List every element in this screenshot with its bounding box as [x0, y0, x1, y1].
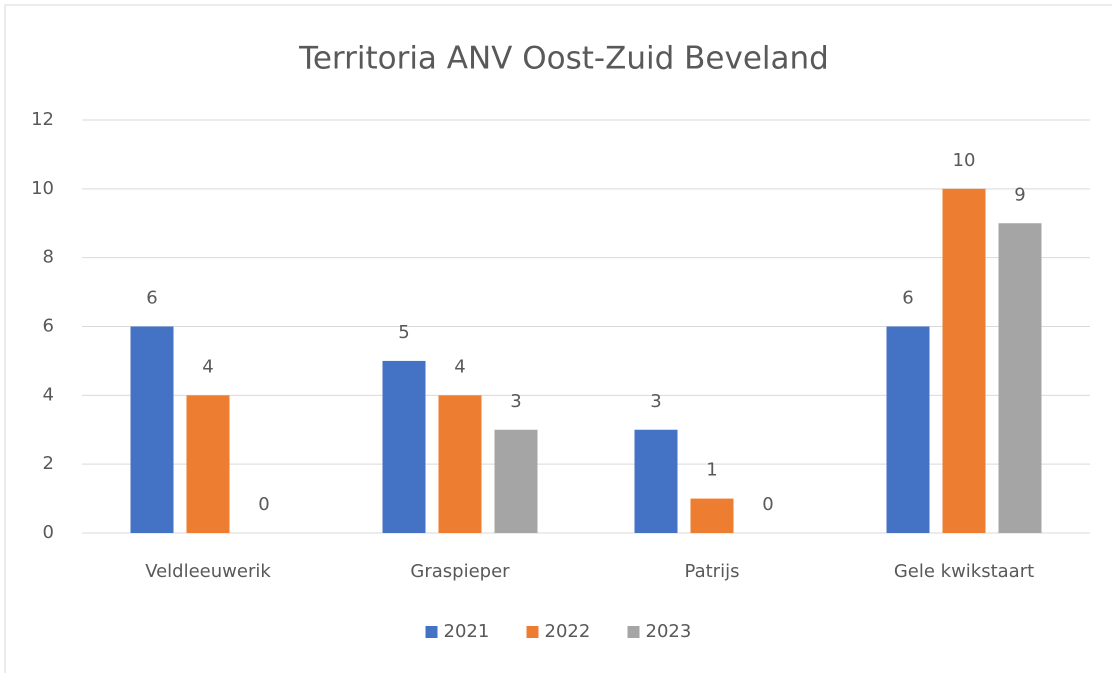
y-tick-label: 0 [43, 522, 54, 543]
bar [130, 326, 174, 533]
chart-title: Territoria ANV Oost-Zuid Beveland [298, 41, 829, 77]
legend-swatch [425, 626, 438, 638]
y-tick-label: 6 [43, 316, 54, 337]
y-tick-label: 10 [31, 178, 54, 199]
x-tick-label: Graspieper [410, 561, 510, 582]
bar [438, 395, 482, 533]
y-tick-label: 8 [43, 247, 54, 268]
data-label: 6 [902, 288, 913, 309]
bar [886, 326, 930, 533]
bar [494, 429, 538, 533]
x-tick-label: Gele kwikstaart [894, 561, 1034, 582]
bar [998, 223, 1042, 533]
x-tick-label: Patrijs [685, 561, 740, 582]
bar [634, 429, 678, 533]
y-tick-label: 2 [43, 453, 54, 474]
legend-swatch [526, 626, 539, 638]
y-tick-label: 12 [31, 109, 54, 130]
data-label: 5 [398, 322, 409, 343]
data-label: 1 [706, 460, 717, 481]
data-label: 10 [953, 150, 976, 171]
data-label: 0 [258, 494, 269, 515]
bar [186, 395, 230, 533]
legend-label: 2023 [646, 621, 692, 642]
data-label: 9 [1014, 184, 1025, 205]
bar [690, 498, 734, 533]
data-label: 4 [454, 356, 465, 377]
data-label: 6 [146, 288, 157, 309]
data-label: 3 [650, 391, 661, 412]
data-label: 4 [202, 356, 213, 377]
bar [942, 188, 986, 534]
data-label: 0 [762, 494, 773, 515]
y-tick-label: 4 [43, 384, 54, 405]
bar [382, 360, 426, 533]
legend-swatch [627, 626, 640, 638]
legend-label: 2022 [545, 621, 591, 642]
x-tick-label: Veldleeuwerik [145, 561, 271, 582]
data-label: 3 [510, 391, 521, 412]
legend-label: 2021 [444, 621, 490, 642]
